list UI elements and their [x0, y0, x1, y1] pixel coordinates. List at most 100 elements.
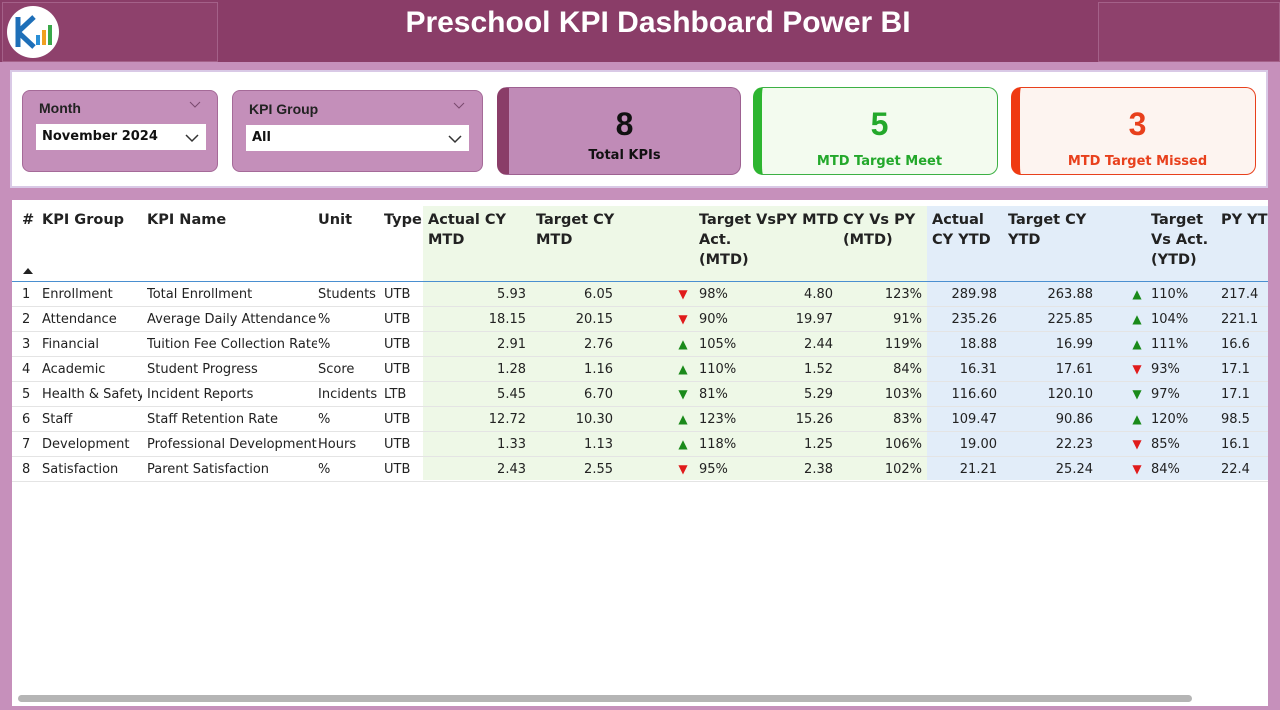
table-cell: Satisfaction — [42, 462, 119, 477]
table-cell: UTB — [384, 462, 411, 477]
table-cell: Academic — [42, 362, 106, 377]
table-cell: % — [318, 312, 331, 327]
table-cell: Financial — [42, 337, 99, 352]
table-cell: 22.4 — [1221, 462, 1250, 477]
table-cell: UTB — [384, 437, 411, 452]
kpi-group-slicer[interactable]: KPI Group All — [232, 90, 483, 172]
table-cell: 3 — [22, 337, 31, 352]
table-cell: 17.1 — [1221, 362, 1250, 377]
table-cell: Tuition Fee Collection Rate — [147, 337, 317, 352]
table-cell: 1 — [22, 287, 31, 302]
column-header: Actual CY MTD — [428, 212, 507, 248]
table-cell: 16.1 — [1221, 437, 1250, 452]
table-cell: 1.52 — [804, 362, 833, 377]
table-cell: Development — [42, 437, 130, 452]
table-cell: % — [318, 412, 331, 427]
table-cell: 235.26 — [951, 312, 998, 327]
month-slicer[interactable]: Month November 2024 — [22, 90, 218, 172]
scrollbar[interactable] — [18, 695, 1192, 702]
row-separator — [12, 306, 1268, 307]
table-cell: 5.45 — [497, 387, 526, 402]
table-cell: 102% — [884, 462, 922, 477]
card-label: Total KPIs — [588, 148, 661, 163]
table-cell: LTB — [384, 387, 407, 402]
kpi-card: 5 MTD Target Meet — [753, 87, 998, 175]
table-cell: 111% — [1151, 337, 1189, 352]
table-cell: 289.98 — [951, 287, 998, 302]
status-arrow: ▲ — [678, 412, 688, 426]
table-cell: 120% — [1151, 412, 1189, 427]
slicer-value[interactable]: All — [246, 125, 469, 151]
header-rule — [12, 281, 1268, 282]
status-arrow: ▼ — [1132, 362, 1142, 376]
table-cell: 83% — [893, 412, 922, 427]
ytd-band — [927, 206, 1268, 480]
table-cell: 1.28 — [497, 362, 526, 377]
table-cell: 98.5 — [1221, 412, 1250, 427]
table-cell: 17.61 — [1055, 362, 1093, 377]
table-cell: Professional Development — [147, 437, 317, 452]
slicer-label: KPI Group — [249, 101, 319, 117]
table-cell: 123% — [884, 287, 922, 302]
table-cell: UTB — [384, 412, 411, 427]
table-cell: 110% — [699, 362, 737, 377]
column-header: Target Vs Act. (MTD) — [699, 212, 777, 268]
table-cell: Average Daily Attendance — [147, 312, 317, 327]
table-cell: UTB — [384, 337, 411, 352]
table-cell: 105% — [699, 337, 737, 352]
table-cell: UTB — [384, 287, 411, 302]
table-cell: 15.26 — [795, 412, 833, 427]
row-separator — [12, 381, 1268, 382]
table-cell: 116.60 — [951, 387, 998, 402]
table-cell: 109.47 — [951, 412, 998, 427]
column-header: CY Vs PY (MTD) — [843, 212, 916, 248]
table-cell: 225.85 — [1047, 312, 1094, 327]
table-cell: Parent Satisfaction — [147, 462, 270, 477]
table-cell: 93% — [1151, 362, 1180, 377]
table-cell: 104% — [1151, 312, 1189, 327]
table-cell: 1.33 — [497, 437, 526, 452]
table-cell: 2.44 — [804, 337, 833, 352]
table-cell: 1.13 — [584, 437, 613, 452]
table-cell: 7 — [22, 437, 31, 452]
table-cell: UTB — [384, 312, 411, 327]
table-cell: 2.43 — [497, 462, 526, 477]
sort-indicator[interactable] — [23, 268, 33, 275]
table-cell: 25.24 — [1055, 462, 1093, 477]
table-cell: 2.38 — [804, 462, 833, 477]
table-cell: 18.15 — [488, 312, 526, 327]
card-value: 3 — [1128, 106, 1147, 142]
table-cell: 2.55 — [584, 462, 613, 477]
table-cell: 16.99 — [1055, 337, 1093, 352]
row-separator — [12, 356, 1268, 357]
table-cell: 98% — [699, 287, 728, 302]
column-header: Target Vs Act. (YTD) — [1151, 212, 1209, 268]
table-cell: Score — [318, 362, 355, 377]
table-cell: 120.10 — [1047, 387, 1094, 402]
table-cell: Enrollment — [42, 287, 113, 302]
table-cell: 217.4 — [1221, 287, 1259, 302]
slicer-value[interactable]: November 2024 — [36, 124, 206, 150]
table-cell: Students — [318, 287, 376, 302]
card-label: MTD Target Missed — [1067, 154, 1208, 169]
table-cell: Incidents — [318, 387, 378, 402]
table-cell: 22.23 — [1055, 437, 1093, 452]
kpi-card: 3 MTD Target Missed — [1011, 87, 1256, 175]
table-cell: Staff Retention Rate — [147, 412, 279, 427]
table-cell: Student Progress — [147, 362, 258, 377]
status-arrow: ▼ — [1132, 462, 1142, 476]
column-header: Actual CY YTD — [932, 212, 991, 248]
status-arrow: ▲ — [678, 362, 688, 376]
status-arrow: ▼ — [678, 287, 688, 301]
table-cell: Health & Safety — [42, 387, 142, 402]
table-cell: 106% — [884, 437, 922, 452]
status-arrow: ▼ — [1132, 437, 1142, 451]
dropdown-arrow — [448, 135, 462, 144]
column-header: Target CY MTD — [536, 212, 615, 248]
table-cell: 5 — [22, 387, 31, 402]
table-cell: 6.05 — [584, 287, 613, 302]
table-cell: Total Enrollment — [147, 287, 253, 302]
mtd-band — [423, 206, 927, 480]
dashboard-title: Preschool KPI Dashboard Power BI — [405, 6, 911, 39]
